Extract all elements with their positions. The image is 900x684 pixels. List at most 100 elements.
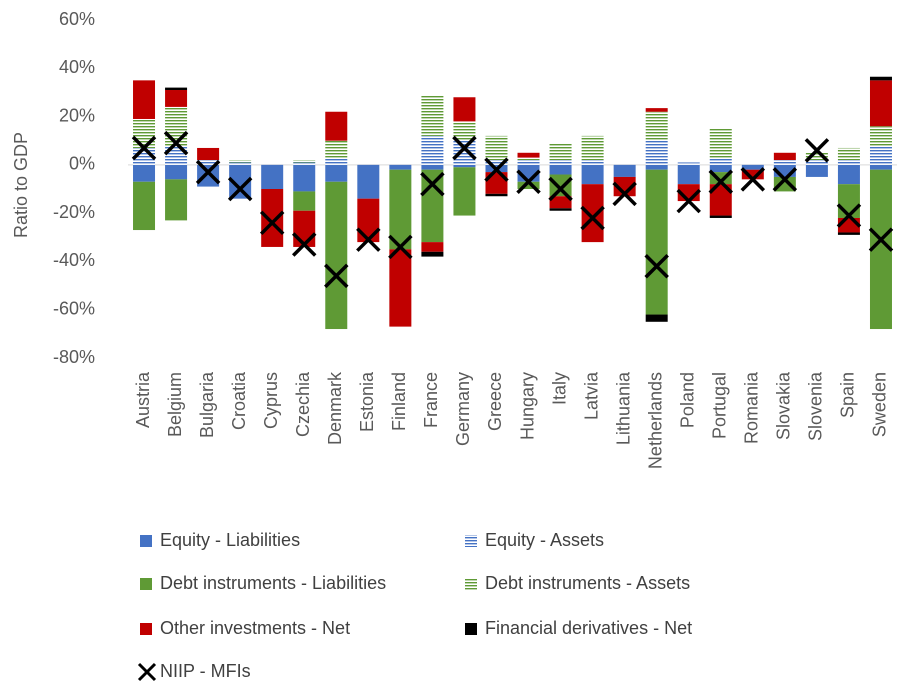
- bar-segment: [453, 167, 476, 216]
- bar-segment: [517, 157, 540, 161]
- y-tick-label: -20%: [53, 202, 95, 222]
- x-tick-label: Portugal: [710, 372, 730, 439]
- bar-segment: [773, 152, 796, 161]
- niip-marker: [163, 130, 189, 156]
- niip-marker: [131, 135, 157, 161]
- bar-segment: [709, 184, 732, 216]
- y-tick-label: -60%: [53, 298, 95, 318]
- bar-segment: [805, 164, 828, 177]
- bar-segment: [869, 145, 892, 165]
- y-axis-title: Ratio to GDP: [11, 132, 31, 238]
- legend-swatch: [140, 623, 152, 635]
- bar-segment: [549, 196, 572, 209]
- legend-swatch: [140, 578, 152, 590]
- bar-segment: [517, 181, 540, 189]
- y-tick-label: -80%: [53, 347, 95, 367]
- niip-marker: [836, 203, 862, 228]
- bar-segment: [165, 106, 188, 146]
- niip-marker: [804, 138, 830, 163]
- niip-marker: [868, 227, 894, 252]
- bar-segment: [293, 160, 316, 163]
- bar-segment: [517, 160, 540, 165]
- niip-marker: [452, 135, 477, 161]
- bar-segment: [229, 164, 252, 199]
- bar-segment: [293, 191, 316, 211]
- bar-segment: [485, 193, 508, 197]
- x-tick-label: France: [421, 372, 441, 428]
- bar-segment: [869, 169, 892, 330]
- bar-segment: [133, 164, 156, 182]
- bar-segment: [613, 176, 636, 197]
- bar-segment: [869, 76, 892, 81]
- bar-segment: [165, 87, 188, 91]
- bar-segment: [549, 164, 572, 175]
- bar-segment: [709, 215, 732, 218]
- bar-segment: [293, 162, 316, 165]
- x-tick-label: Bulgaria: [197, 371, 217, 438]
- bar-segment: [869, 80, 892, 127]
- niip-marker: [227, 176, 253, 202]
- niip-marker: [420, 171, 445, 197]
- legend-swatch: [465, 623, 477, 635]
- bar-segment: [357, 198, 380, 243]
- bar-segment: [645, 111, 668, 141]
- niip-marker: [580, 205, 605, 231]
- bar-segment: [581, 164, 604, 185]
- bar-segment: [165, 164, 188, 180]
- bar-segment: [677, 164, 700, 185]
- legend-label: Debt instruments - Liabilities: [160, 573, 386, 593]
- legend-swatch: [140, 535, 152, 547]
- niip-marker: [484, 157, 509, 182]
- niip-marker: [548, 176, 573, 202]
- bar-segment: [197, 164, 220, 187]
- bar-segment: [645, 169, 668, 315]
- x-tick-label: Denmark: [325, 371, 345, 445]
- bar-segment: [645, 164, 668, 170]
- x-tick-label: Austria: [133, 371, 153, 428]
- x-tick-label: Netherlands: [645, 372, 665, 469]
- bar-segment: [229, 162, 252, 165]
- x-tick-label: Romania: [742, 371, 762, 444]
- bar-segment: [133, 80, 156, 119]
- bar-segment: [293, 164, 316, 192]
- bar-segment: [421, 169, 444, 243]
- bar-segment: [261, 189, 284, 247]
- legend-swatch: [465, 535, 477, 547]
- y-tick-label: 20%: [59, 105, 95, 125]
- bar-segment: [837, 232, 860, 235]
- x-tick-label: Slovakia: [774, 371, 794, 440]
- x-tick-label: Czechia: [293, 371, 313, 437]
- bar-segment: [581, 160, 604, 165]
- y-tick-label: -40%: [53, 250, 95, 270]
- bar-segment: [837, 184, 860, 218]
- bar-segment: [645, 108, 668, 112]
- x-tick-label: Germany: [453, 372, 473, 446]
- x-tick-label: Croatia: [229, 371, 249, 430]
- bar-segment: [837, 164, 860, 185]
- y-tick-label: 0%: [69, 154, 95, 174]
- legend-label: Debt instruments - Assets: [485, 573, 690, 593]
- bar-segment: [421, 251, 444, 257]
- x-tick-label: Slovenia: [806, 371, 826, 441]
- x-tick-label: Hungary: [517, 372, 537, 440]
- legend-label: Equity - Assets: [485, 530, 604, 550]
- bar-segment: [389, 164, 412, 170]
- bar-segment: [325, 181, 348, 330]
- bar-segment: [773, 176, 796, 192]
- bar-segment: [869, 164, 892, 170]
- bar-segment: [165, 90, 188, 107]
- niip-marker: [259, 210, 285, 236]
- niip-marker: [772, 167, 798, 192]
- bar-segment: [453, 97, 476, 122]
- x-tick-label: Sweden: [870, 372, 890, 437]
- bar-segment: [741, 169, 764, 180]
- bar-segment: [133, 118, 156, 148]
- bar-segment: [837, 160, 860, 165]
- niip-marker: [612, 181, 637, 207]
- niip-marker: [324, 263, 349, 289]
- bar-segment: [773, 160, 796, 165]
- niip-marker: [676, 188, 701, 214]
- bar-segment: [421, 164, 444, 170]
- niip-marker: [356, 227, 381, 252]
- legend-marker: [137, 662, 157, 682]
